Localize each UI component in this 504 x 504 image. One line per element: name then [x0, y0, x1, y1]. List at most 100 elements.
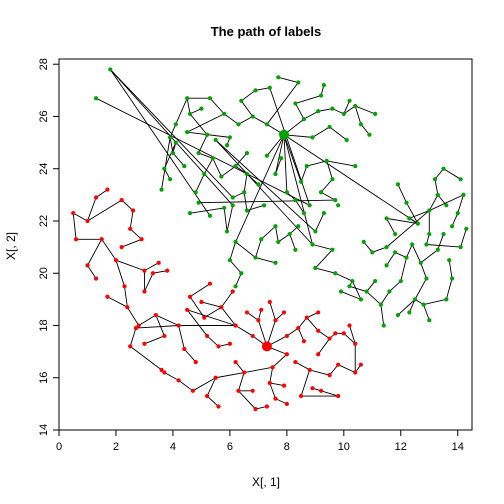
tree-edge	[295, 103, 305, 120]
x-tick-label: 2	[113, 441, 119, 453]
data-point	[293, 359, 298, 365]
data-point	[318, 190, 324, 195]
data-point	[333, 197, 338, 203]
tree-edge	[309, 369, 330, 376]
data-point	[233, 164, 238, 169]
data-point	[196, 200, 201, 205]
data-point	[167, 135, 173, 140]
tree-edge	[429, 194, 464, 211]
data-point	[170, 150, 176, 156]
tree-edge	[340, 291, 362, 300]
data-point	[210, 156, 215, 161]
y-tick-label: 24	[38, 163, 50, 175]
data-point	[381, 323, 386, 328]
data-point	[244, 150, 250, 156]
tree-edge	[420, 249, 439, 264]
data-point	[142, 268, 147, 273]
data-point	[296, 80, 301, 85]
tree-edge	[238, 390, 256, 410]
data-point	[230, 203, 235, 208]
tree-edge	[95, 97, 310, 206]
tree-edge	[243, 173, 248, 193]
data-point	[156, 260, 161, 265]
data-point	[230, 289, 235, 294]
data-point	[404, 255, 409, 260]
tree-edge	[215, 372, 245, 379]
data-point	[353, 164, 358, 169]
data-point	[395, 312, 401, 318]
tree-edge	[380, 291, 390, 305]
tree-edge	[366, 280, 376, 292]
data-point	[199, 106, 204, 111]
tree-edge	[246, 312, 259, 321]
data-point	[253, 255, 258, 260]
data-point	[85, 263, 90, 268]
tree-edge	[297, 317, 308, 329]
data-point	[185, 307, 190, 312]
tree-edge	[192, 377, 216, 392]
data-point	[384, 245, 389, 250]
data-point	[327, 336, 332, 341]
data-point	[301, 116, 307, 122]
tree-edge	[129, 327, 137, 347]
tree-edge	[349, 285, 367, 292]
data-point	[273, 171, 278, 177]
tree-edge	[351, 280, 362, 300]
tree-edge	[183, 348, 197, 363]
data-point	[293, 197, 298, 203]
data-point	[253, 88, 258, 93]
data-point	[153, 312, 158, 318]
tree-edge	[223, 207, 228, 232]
tree-edge	[434, 168, 444, 180]
data-point	[281, 383, 287, 388]
tree-edge	[428, 194, 439, 211]
data-point	[224, 229, 230, 234]
tree-edge	[320, 191, 336, 201]
tree-edge	[189, 207, 225, 214]
data-point	[284, 401, 289, 406]
y-tick-label: 18	[38, 319, 50, 331]
data-point	[207, 281, 213, 286]
y-tick-label: 28	[38, 58, 50, 70]
data-point	[441, 166, 446, 171]
data-point	[150, 271, 156, 276]
tree-edge	[397, 299, 416, 316]
data-point	[193, 190, 198, 195]
y-tick-label: 20	[38, 267, 50, 279]
data-point	[287, 231, 292, 237]
tree-edge	[286, 327, 299, 337]
tree-edge	[115, 260, 125, 287]
data-point	[341, 331, 346, 336]
data-point	[73, 237, 79, 242]
data-point	[128, 226, 133, 231]
data-point	[353, 103, 358, 109]
data-point	[358, 297, 364, 302]
data-point	[185, 96, 190, 101]
tree-edge	[317, 330, 330, 339]
tree-edge	[215, 139, 313, 245]
data-point	[139, 237, 144, 242]
data-point	[347, 98, 352, 103]
tree-edge	[360, 124, 370, 136]
data-point	[333, 271, 338, 276]
tree-edge	[87, 199, 122, 222]
tree-edge	[235, 134, 285, 243]
tree-edge	[300, 165, 308, 182]
tree-edge	[189, 113, 208, 136]
x-tick-label: 10	[338, 441, 350, 453]
data-point	[384, 216, 389, 221]
data-point	[313, 229, 318, 234]
tree-edge	[135, 325, 179, 329]
data-point	[412, 297, 418, 302]
data-point	[347, 323, 352, 328]
tree-edge	[343, 100, 350, 115]
data-point	[233, 239, 238, 244]
data-point	[205, 393, 210, 399]
data-point	[85, 218, 90, 224]
data-point	[316, 310, 321, 315]
data-point	[310, 242, 315, 247]
data-point	[236, 388, 241, 393]
tree-edge	[155, 314, 165, 337]
data-point	[93, 276, 99, 281]
data-point	[233, 323, 238, 328]
